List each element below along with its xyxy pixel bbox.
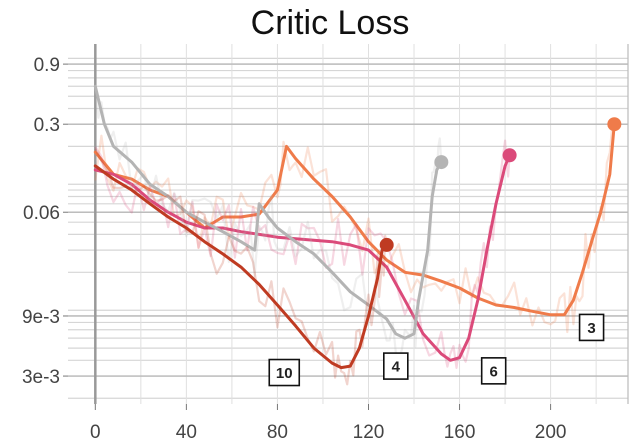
series-line xyxy=(93,84,443,340)
series-tag-box xyxy=(480,357,507,385)
series-raw-trace xyxy=(94,148,388,386)
series-tag-box xyxy=(383,352,409,380)
x-tick-label: 120 xyxy=(353,422,385,443)
x-tick-label: 40 xyxy=(176,422,197,443)
y-tick-label: 9e-3 xyxy=(22,307,60,328)
series-raw-trace xyxy=(94,89,443,361)
axes: 3e-3 9e-3 0.06 0.3 0.9 0 40 80 120 160 200 xyxy=(22,55,566,443)
x-tick-label: 80 xyxy=(267,422,288,443)
series-end-marker xyxy=(434,155,449,170)
y-tick-label: 0.3 xyxy=(34,115,60,136)
series-tag-label: 4 xyxy=(392,359,401,376)
series-tag-label: 6 xyxy=(490,363,498,380)
x-tick-label: 200 xyxy=(535,422,567,443)
series-end-marker xyxy=(502,148,517,163)
series-tag-box xyxy=(578,313,605,342)
series-tag-label: 3 xyxy=(587,320,595,337)
series-end-marker xyxy=(607,117,622,132)
y-tick-label: 0.06 xyxy=(23,203,60,224)
x-tick-label: 160 xyxy=(444,422,476,443)
grid xyxy=(68,44,629,404)
chart-title: Critic Loss xyxy=(251,4,410,42)
series-line xyxy=(93,164,389,370)
series-line xyxy=(93,122,616,317)
y-tick-label: 3e-3 xyxy=(22,367,60,388)
series-end-marker xyxy=(379,237,394,252)
series-tag-label: 10 xyxy=(276,365,293,382)
y-tick-label: 0.9 xyxy=(34,55,60,76)
series-lines xyxy=(93,84,622,386)
x-tick-label: 0 xyxy=(90,422,101,443)
annotations: 10 4 6 3 xyxy=(268,313,605,387)
series-line xyxy=(93,153,512,362)
series-tag-box xyxy=(268,358,301,387)
